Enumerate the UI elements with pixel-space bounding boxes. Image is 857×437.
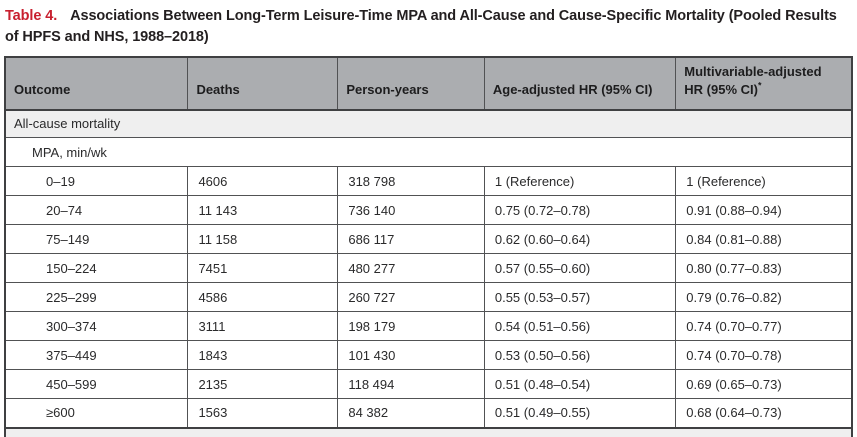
multivariable-adjusted-hr-cell: 0.79 (0.76–0.82)	[675, 282, 853, 313]
column-header-multivariable-adjusted-hr: Multivariable-adjusted HR (95% CI)*	[675, 56, 853, 111]
deaths-cell: 11 143	[187, 195, 339, 226]
table-row: 450–599 2135 118 494 0.51 (0.48–0.54) 0.…	[4, 369, 853, 400]
person-years-cell: 318 798	[337, 166, 485, 197]
table-row: 20–74 11 143 736 140 0.75 (0.72–0.78) 0.…	[4, 195, 853, 226]
multivariable-adjusted-hr-cell: 0.91 (0.88–0.94)	[675, 195, 853, 226]
table-header-row: Outcome Deaths Person-years Age-adjusted…	[4, 56, 853, 111]
table-number-label: Table 4.	[5, 8, 58, 24]
age-adjusted-hr-cell: 0.57 (0.55–0.60)	[483, 253, 677, 284]
column-header-deaths: Deaths	[187, 56, 339, 111]
multivariable-adjusted-hr-cell: 0.68 (0.64–0.73)	[675, 398, 853, 429]
age-adjusted-hr-cell: 0.53 (0.50–0.56)	[483, 340, 677, 371]
multivariable-adjusted-hr-cell: 0.74 (0.70–0.78)	[675, 340, 853, 371]
age-adjusted-hr-cell: 0.55 (0.53–0.57)	[483, 282, 677, 313]
person-years-cell: 686 117	[337, 224, 485, 255]
age-adjusted-hr-cell: 0.51 (0.49–0.55)	[483, 398, 677, 429]
table-row: 300–374 3111 198 179 0.54 (0.51–0.56) 0.…	[4, 311, 853, 342]
column-header-age-adjusted-hr: Age-adjusted HR (95% CI)	[483, 56, 677, 111]
table-row: 225–299 4586 260 727 0.55 (0.53–0.57) 0.…	[4, 282, 853, 313]
deaths-cell: 4586	[187, 282, 339, 313]
column-header-outcome: Outcome	[4, 56, 189, 111]
next-section-row-clipped	[4, 428, 853, 437]
table-title-text: Associations Between Long-Term Leisure-T…	[5, 8, 837, 45]
age-adjusted-hr-cell: 1 (Reference)	[483, 166, 677, 197]
deaths-cell: 1563	[187, 398, 339, 429]
age-adjusted-hr-cell: 0.75 (0.72–0.78)	[483, 195, 677, 226]
age-adjusted-hr-cell: 0.62 (0.60–0.64)	[483, 224, 677, 255]
deaths-cell: 11 158	[187, 224, 339, 255]
outcome-cell: 0–19	[4, 166, 189, 197]
deaths-cell: 1843	[187, 340, 339, 371]
table-row: 150–224 7451 480 277 0.57 (0.55–0.60) 0.…	[4, 253, 853, 284]
section-label: All-cause mortality	[4, 109, 853, 139]
table-row: 75–149 11 158 686 117 0.62 (0.60–0.64) 0…	[4, 224, 853, 255]
person-years-cell: 260 727	[337, 282, 485, 313]
age-adjusted-hr-cell: 0.54 (0.51–0.56)	[483, 311, 677, 342]
outcome-cell: 225–299	[4, 282, 189, 313]
person-years-cell: 84 382	[337, 398, 485, 429]
mortality-table: Outcome Deaths Person-years Age-adjusted…	[4, 56, 853, 429]
deaths-cell: 7451	[187, 253, 339, 284]
multivariable-adjusted-hr-cell: 0.74 (0.70–0.77)	[675, 311, 853, 342]
subsection-label: MPA, min/wk	[4, 137, 853, 168]
table-row: 375–449 1843 101 430 0.53 (0.50–0.56) 0.…	[4, 340, 853, 371]
multivariable-adjusted-hr-cell: 1 (Reference)	[675, 166, 853, 197]
outcome-cell: 375–449	[4, 340, 189, 371]
outcome-cell: ≥600	[4, 398, 189, 429]
multivariable-adjusted-hr-cell: 0.69 (0.65–0.73)	[675, 369, 853, 400]
footnote-mark: *	[757, 81, 762, 92]
person-years-cell: 736 140	[337, 195, 485, 226]
multivariable-adjusted-hr-cell: 0.84 (0.81–0.88)	[675, 224, 853, 255]
table-row: 0–19 4606 318 798 1 (Reference) 1 (Refer…	[4, 166, 853, 197]
person-years-cell: 480 277	[337, 253, 485, 284]
deaths-cell: 4606	[187, 166, 339, 197]
section-row-all-cause-mortality: All-cause mortality	[4, 109, 853, 139]
subsection-row-mpa: MPA, min/wk	[4, 137, 853, 168]
deaths-cell: 3111	[187, 311, 339, 342]
age-adjusted-hr-cell: 0.51 (0.48–0.54)	[483, 369, 677, 400]
table-row: ≥600 1563 84 382 0.51 (0.49–0.55) 0.68 (…	[4, 398, 853, 429]
person-years-cell: 118 494	[337, 369, 485, 400]
outcome-cell: 450–599	[4, 369, 189, 400]
multivariable-adjusted-hr-cell: 0.80 (0.77–0.83)	[675, 253, 853, 284]
deaths-cell: 2135	[187, 369, 339, 400]
outcome-cell: 150–224	[4, 253, 189, 284]
table-title: Table 4. Associations Between Long-Term L…	[5, 6, 845, 47]
person-years-cell: 101 430	[337, 340, 485, 371]
column-header-person-years: Person-years	[337, 56, 485, 111]
outcome-cell: 20–74	[4, 195, 189, 226]
outcome-cell: 75–149	[4, 224, 189, 255]
person-years-cell: 198 179	[337, 311, 485, 342]
outcome-cell: 300–374	[4, 311, 189, 342]
